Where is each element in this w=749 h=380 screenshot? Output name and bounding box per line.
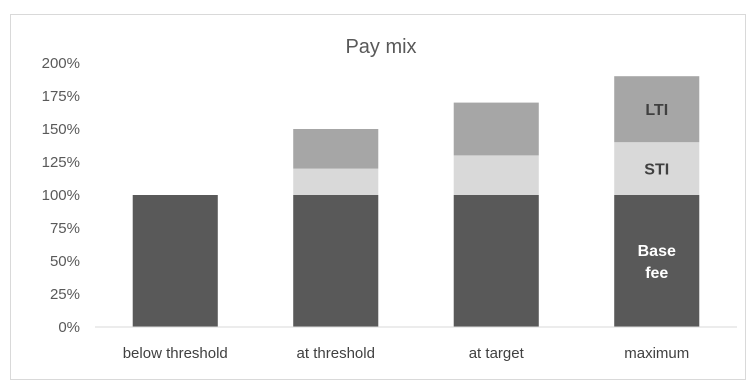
y-tick-label: 200%	[42, 55, 80, 72]
y-tick-label: 100%	[42, 187, 80, 204]
data-label-sti: STI	[644, 162, 669, 179]
bar-base	[132, 195, 218, 327]
bar-lti	[453, 102, 539, 156]
bar-sti	[293, 168, 379, 195]
y-tick-label: 75%	[50, 220, 80, 237]
x-category-label: at threshold	[297, 345, 375, 362]
x-axis-labels: below threshold at threshold at target maxi…	[123, 345, 690, 362]
bars	[132, 76, 700, 327]
data-label-base: Base	[638, 243, 676, 260]
data-labels: Base fee STI LTI	[638, 102, 676, 282]
x-category-label: below threshold	[123, 345, 228, 362]
bar-sti	[614, 142, 700, 195]
bar-base	[614, 195, 700, 327]
bar-lti	[614, 76, 700, 143]
y-tick-label: 150%	[42, 121, 80, 138]
bar-lti	[293, 129, 379, 169]
x-category-label: at target	[469, 345, 525, 362]
y-tick-label: 175%	[42, 88, 80, 105]
x-category-label: maximum	[624, 345, 689, 362]
bar-base	[453, 195, 539, 327]
y-axis: 0% 25% 50% 75% 100% 125% 150% 175% 200%	[42, 55, 80, 336]
bar-sti	[453, 155, 539, 195]
chart-title: Pay mix	[345, 36, 416, 58]
y-tick-label: 25%	[50, 286, 80, 303]
data-label-lti: LTI	[645, 102, 668, 119]
bar-base	[293, 195, 379, 327]
y-tick-label: 0%	[58, 319, 80, 336]
data-label-base: fee	[645, 265, 668, 282]
y-tick-label: 50%	[50, 253, 80, 270]
y-tick-label: 125%	[42, 154, 80, 171]
